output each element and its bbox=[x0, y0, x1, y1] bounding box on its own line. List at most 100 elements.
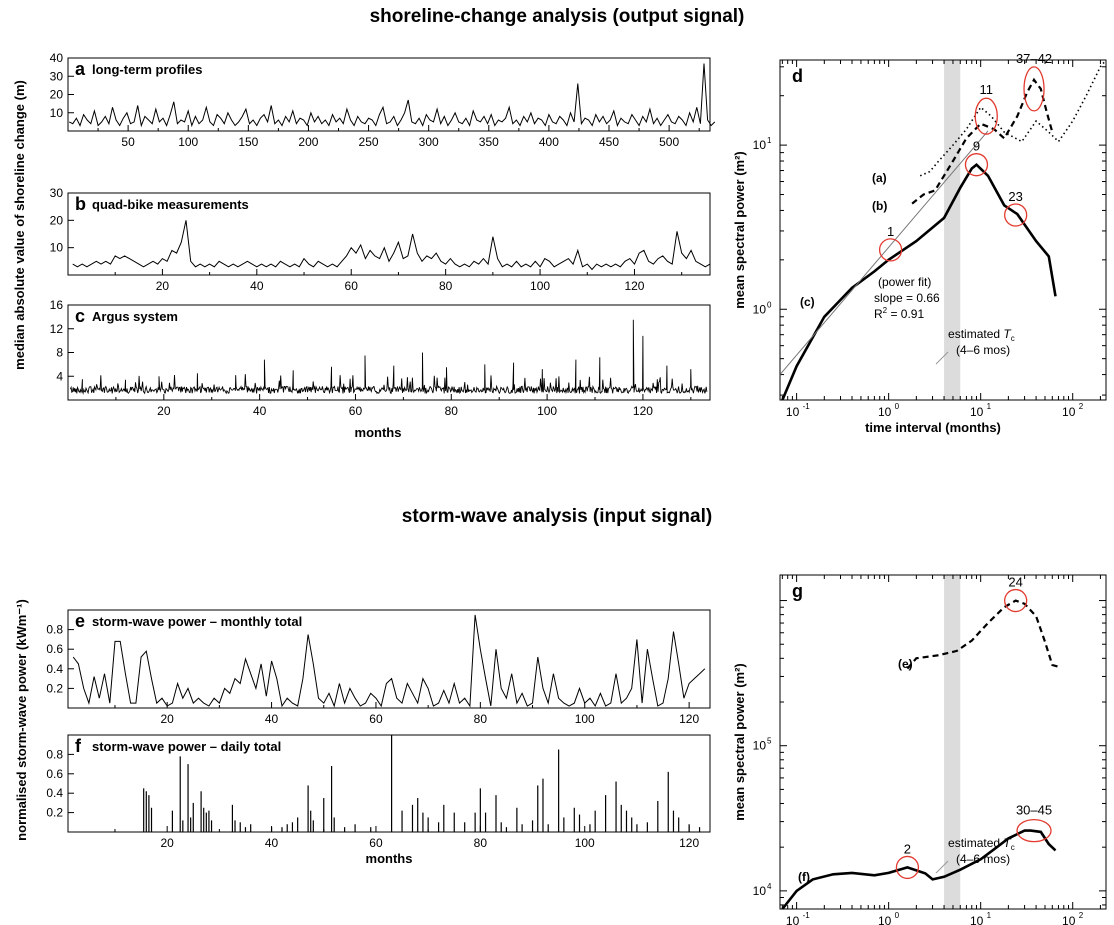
x-tick-label: 120 bbox=[679, 712, 699, 726]
y-tick-label: 0.2 bbox=[46, 681, 63, 695]
panel-letter: d bbox=[792, 66, 803, 86]
x-tick-label: 120 bbox=[624, 279, 644, 293]
panel-b: 20 40 60 80 100 120 10 20 30 b quad-bike measureme… bbox=[50, 186, 711, 293]
series-line bbox=[68, 63, 716, 128]
panel-label: quad-bike measurements bbox=[92, 197, 249, 212]
x-tick-label: 10 bbox=[878, 914, 892, 925]
x-tick-label: 60 bbox=[345, 279, 359, 293]
x-tick-label: 350 bbox=[479, 135, 499, 149]
y-tick-label: 20 bbox=[50, 88, 64, 102]
panel-letter: a bbox=[75, 59, 86, 79]
series-label-c: (c) bbox=[800, 295, 815, 309]
x-tick-label: 200 bbox=[298, 135, 318, 149]
annotation-label: 2 bbox=[904, 841, 911, 856]
highlight-circle bbox=[878, 238, 903, 262]
tc-shaded-band bbox=[944, 575, 961, 909]
x-tick-label: 60 bbox=[369, 712, 383, 726]
x-tick-label: 20 bbox=[160, 712, 174, 726]
highlight-circle bbox=[895, 855, 920, 880]
x-tick-label: 10 bbox=[970, 405, 984, 419]
slope-label: slope = 0.66 bbox=[874, 291, 940, 305]
x-tick-label: 100 bbox=[575, 836, 595, 850]
top-months-label: months bbox=[355, 425, 402, 440]
x-tick-exponent: 2 bbox=[1079, 911, 1084, 920]
x-tick-exponent: 0 bbox=[895, 402, 900, 411]
x-tick-exponent: 1 bbox=[987, 402, 992, 411]
x-tick-label: 80 bbox=[439, 279, 453, 293]
y-tick-exponent: 4 bbox=[767, 882, 772, 891]
panel-c: 20 40 60 80 100 120 4 8 12 16 c Argus system bbox=[50, 298, 711, 418]
x-tick-label: 40 bbox=[250, 279, 264, 293]
tc-label: estimated Tc bbox=[948, 836, 1015, 852]
x-tick-label: 10 bbox=[878, 405, 892, 419]
x-tick-label: 80 bbox=[474, 836, 488, 850]
y-axis-label: mean spectral power (m²) bbox=[732, 151, 747, 309]
x-tick-label: 40 bbox=[265, 712, 279, 726]
x-tick-label: 40 bbox=[265, 836, 279, 850]
x-tick-label: 50 bbox=[121, 135, 135, 149]
annotation-label: 11 bbox=[980, 82, 994, 97]
x-tick-label: 250 bbox=[359, 135, 379, 149]
top-left-ylabel: median absolute value of shoreline chang… bbox=[12, 80, 27, 370]
y-tick-label: 10 bbox=[753, 739, 767, 753]
x-tick-label: 10 bbox=[786, 914, 800, 925]
highlight-circle bbox=[1004, 203, 1028, 227]
panel-e-frame bbox=[67, 609, 711, 709]
y-tick-label: 8 bbox=[56, 346, 63, 360]
y-tick-label: 40 bbox=[50, 51, 64, 65]
power-fit-label: (power fit) bbox=[878, 275, 931, 289]
x-tick-label: 450 bbox=[599, 135, 619, 149]
x-tick-label: 60 bbox=[349, 404, 363, 418]
y-tick-exponent: 0 bbox=[767, 300, 772, 309]
tc-range-label: (4–6 mos) bbox=[956, 343, 1010, 357]
series-fit-line bbox=[779, 130, 989, 375]
y-tick-label: 10 bbox=[753, 138, 767, 152]
y-tick-exponent: 1 bbox=[767, 136, 772, 145]
y-tick-label: 0.8 bbox=[46, 623, 63, 637]
highlight-circle bbox=[1016, 818, 1052, 843]
y-tick-label: 0.6 bbox=[46, 642, 63, 656]
series-solid-line bbox=[781, 829, 1057, 910]
series-label-b: (b) bbox=[872, 199, 887, 213]
y-tick-label: 30 bbox=[50, 69, 64, 83]
panel-g: 10-1100101102104105time interval (months… bbox=[732, 574, 1107, 925]
panel-label: storm-wave power – monthly total bbox=[92, 614, 302, 629]
annotation-label: 30–45 bbox=[1016, 803, 1052, 818]
bottom-left-ylabel: normalised storm-wave power (kWm⁻¹) bbox=[14, 599, 29, 841]
y-tick-label: 16 bbox=[50, 298, 64, 312]
panel-letter: g bbox=[792, 581, 803, 601]
y-tick-label: 10 bbox=[753, 884, 767, 898]
y-tick-label: 0.4 bbox=[46, 662, 63, 676]
x-tick-label: 400 bbox=[539, 135, 559, 149]
panel-label: Argus system bbox=[92, 309, 178, 324]
tc-leader-line bbox=[935, 351, 949, 365]
x-tick-label: 80 bbox=[474, 712, 488, 726]
x-tick-label: 60 bbox=[369, 836, 383, 850]
highlight-circle bbox=[964, 153, 989, 177]
y-tick-label: 10 bbox=[753, 302, 767, 316]
top-title: shoreline-change analysis (output signal… bbox=[370, 6, 745, 27]
panel-label: long-term profiles bbox=[92, 62, 203, 77]
x-tick-label: 300 bbox=[419, 135, 439, 149]
x-tick-label: 10 bbox=[1062, 405, 1076, 419]
panel-b-frame bbox=[67, 192, 711, 276]
bottom-title: storm-wave analysis (input signal) bbox=[402, 506, 712, 527]
x-tick-label: 10 bbox=[786, 405, 800, 419]
panel-letter: e bbox=[75, 611, 85, 631]
series-line bbox=[72, 220, 711, 271]
x-tick-label: 120 bbox=[633, 404, 653, 418]
y-tick-exponent: 5 bbox=[767, 737, 772, 746]
x-axis-label: months bbox=[366, 851, 413, 866]
x-tick-label: 100 bbox=[537, 404, 557, 418]
y-tick-label: 30 bbox=[50, 186, 64, 200]
panel-f-frame bbox=[67, 734, 711, 833]
y-tick-label: 4 bbox=[56, 369, 63, 383]
x-tick-label: 10 bbox=[970, 914, 984, 925]
x-tick-label: 150 bbox=[238, 135, 258, 149]
y-tick-label: 0.2 bbox=[46, 806, 63, 820]
series-line bbox=[72, 614, 706, 708]
x-tick-label: 100 bbox=[178, 135, 198, 149]
r2-label: R2 = 0.91 bbox=[874, 306, 924, 321]
